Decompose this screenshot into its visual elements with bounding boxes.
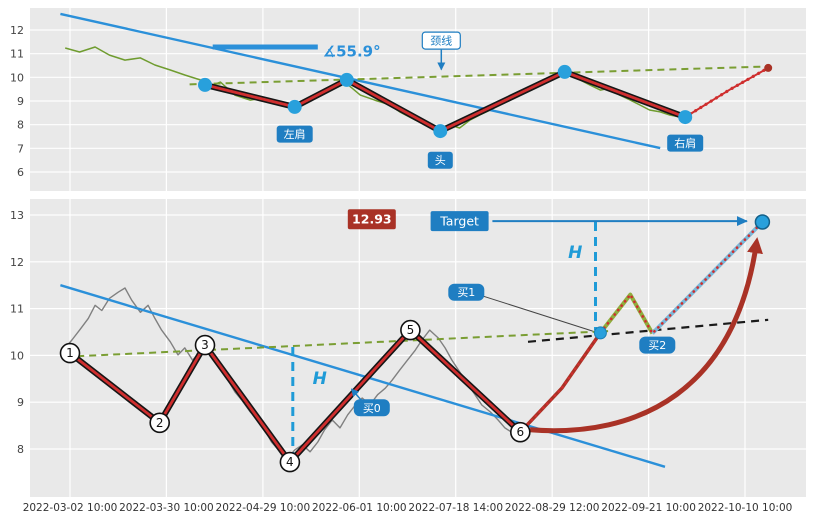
pattern-pivot-dot[interactable]: [678, 110, 693, 125]
top-plot-area[interactable]: [30, 8, 806, 191]
target-label: Target: [439, 214, 479, 229]
target-price-box[interactable]: [347, 209, 396, 230]
pattern-pivot-dot[interactable]: [339, 72, 354, 87]
buy-marker-2-label: 买2: [648, 339, 666, 352]
buy1-dot[interactable]: [593, 326, 607, 340]
shoulder-marker-1-label: 头: [435, 154, 446, 167]
pivot-number-3: 3: [201, 338, 209, 352]
buy-marker-1-box[interactable]: [448, 283, 485, 301]
h-measure-label-1: H: [568, 243, 582, 263]
pivot-number-2: 2: [156, 416, 164, 430]
pivot-number-1: 1: [66, 346, 74, 360]
y-axis-tick: 9: [17, 396, 24, 409]
x-axis-tick: 2022-04-29 10:00: [216, 502, 311, 514]
pivot-circle-2[interactable]: [149, 412, 170, 434]
y-axis-tick: 6: [17, 166, 24, 179]
y-axis-tick: 12: [10, 24, 24, 37]
pivot-circle-1[interactable]: [59, 342, 81, 364]
y-axis-tick: 10: [10, 349, 24, 362]
neckline-label: 颈线: [430, 34, 452, 48]
neckline-extension-black[interactable]: [527, 318, 769, 343]
shoulder-marker-0-label: 左肩: [284, 127, 306, 141]
pivot-circle-6[interactable]: [509, 421, 531, 443]
buy-marker-0-box[interactable]: [353, 399, 390, 417]
y-axis-tick: 11: [10, 303, 24, 316]
neckline-dashed[interactable]: [189, 65, 771, 86]
bottom-plot-area[interactable]: [30, 199, 806, 497]
pivot-number-4: 4: [286, 455, 294, 469]
descending-trendline-top[interactable]: [60, 12, 661, 150]
projection-dotted-line: [519, 220, 764, 434]
shoulder-marker-1-box[interactable]: [427, 151, 453, 169]
x-axis-tick: 2022-10-10 10:00: [698, 502, 793, 514]
pattern-pivot-dot[interactable]: [287, 99, 302, 114]
shoulder-marker-2-box[interactable]: [667, 134, 704, 152]
target-price-label: 12.93: [352, 212, 392, 227]
y-axis-tick: 11: [10, 48, 24, 61]
x-axis-tick: 2022-03-30 10:00: [119, 502, 214, 514]
neckline-dashed-green[interactable]: [65, 330, 609, 358]
y-axis-tick: 8: [17, 119, 24, 132]
hs-pattern-line[interactable]: [204, 70, 686, 133]
x-axis-tick: 2022-08-29 12:00: [505, 502, 600, 514]
projection-curve-arrow[interactable]: [529, 237, 763, 434]
pattern-line[interactable]: [69, 328, 522, 464]
buy-marker-1-label: 买1: [457, 286, 475, 299]
shoulder-marker-2-label: 右肩: [674, 136, 696, 150]
pattern-pivot-dot[interactable]: [433, 124, 448, 139]
pivot-circle-5[interactable]: [400, 319, 421, 341]
neckline-box[interactable]: [421, 31, 461, 50]
pivot-circle-3[interactable]: [194, 334, 216, 356]
breakout-end-dot[interactable]: [764, 63, 773, 72]
shoulder-marker-0-box[interactable]: [276, 125, 313, 143]
x-axis-tick: 2022-07-18 14:00: [408, 502, 503, 514]
descending-trendline-bottom[interactable]: [60, 284, 666, 468]
y-axis-tick: 9: [17, 95, 24, 108]
pattern-pivot-dot[interactable]: [557, 64, 572, 79]
y-axis-tick: 13: [10, 209, 24, 222]
x-axis-tick: 2022-03-02 10:00: [23, 502, 118, 514]
buy-marker-2-box[interactable]: [639, 336, 676, 354]
pattern-pivot-dot[interactable]: [198, 77, 212, 92]
target-dot[interactable]: [754, 214, 771, 230]
buy-pointer-line-1: [483, 295, 593, 332]
bottom-panel: H H 1 2 3 4 5 6 12.93 Target 买0 买1 买2: [30, 199, 806, 497]
angle-text: ∡55.9°: [323, 42, 381, 60]
pivot-number-6: 6: [517, 425, 525, 439]
buy-pointer-arrow-0: [350, 388, 363, 402]
y-axis-tick: 12: [10, 256, 24, 269]
x-axis-tick: 2022-09-21 10:00: [601, 502, 696, 514]
pivot-number-5: 5: [407, 323, 415, 337]
x-axis-tick: 2022-06-01 10:00: [312, 502, 407, 514]
y-axis-tick: 7: [17, 142, 24, 155]
y-axis-tick: 10: [10, 71, 24, 84]
breakout-dots-top: [683, 66, 770, 119]
target-box[interactable]: [430, 211, 489, 232]
y-axis-tick: 8: [17, 443, 24, 456]
buy-marker-0-label: 买0: [363, 402, 381, 415]
pivot-circle-4[interactable]: [279, 451, 301, 473]
h-measure-label-0: H: [313, 369, 327, 389]
